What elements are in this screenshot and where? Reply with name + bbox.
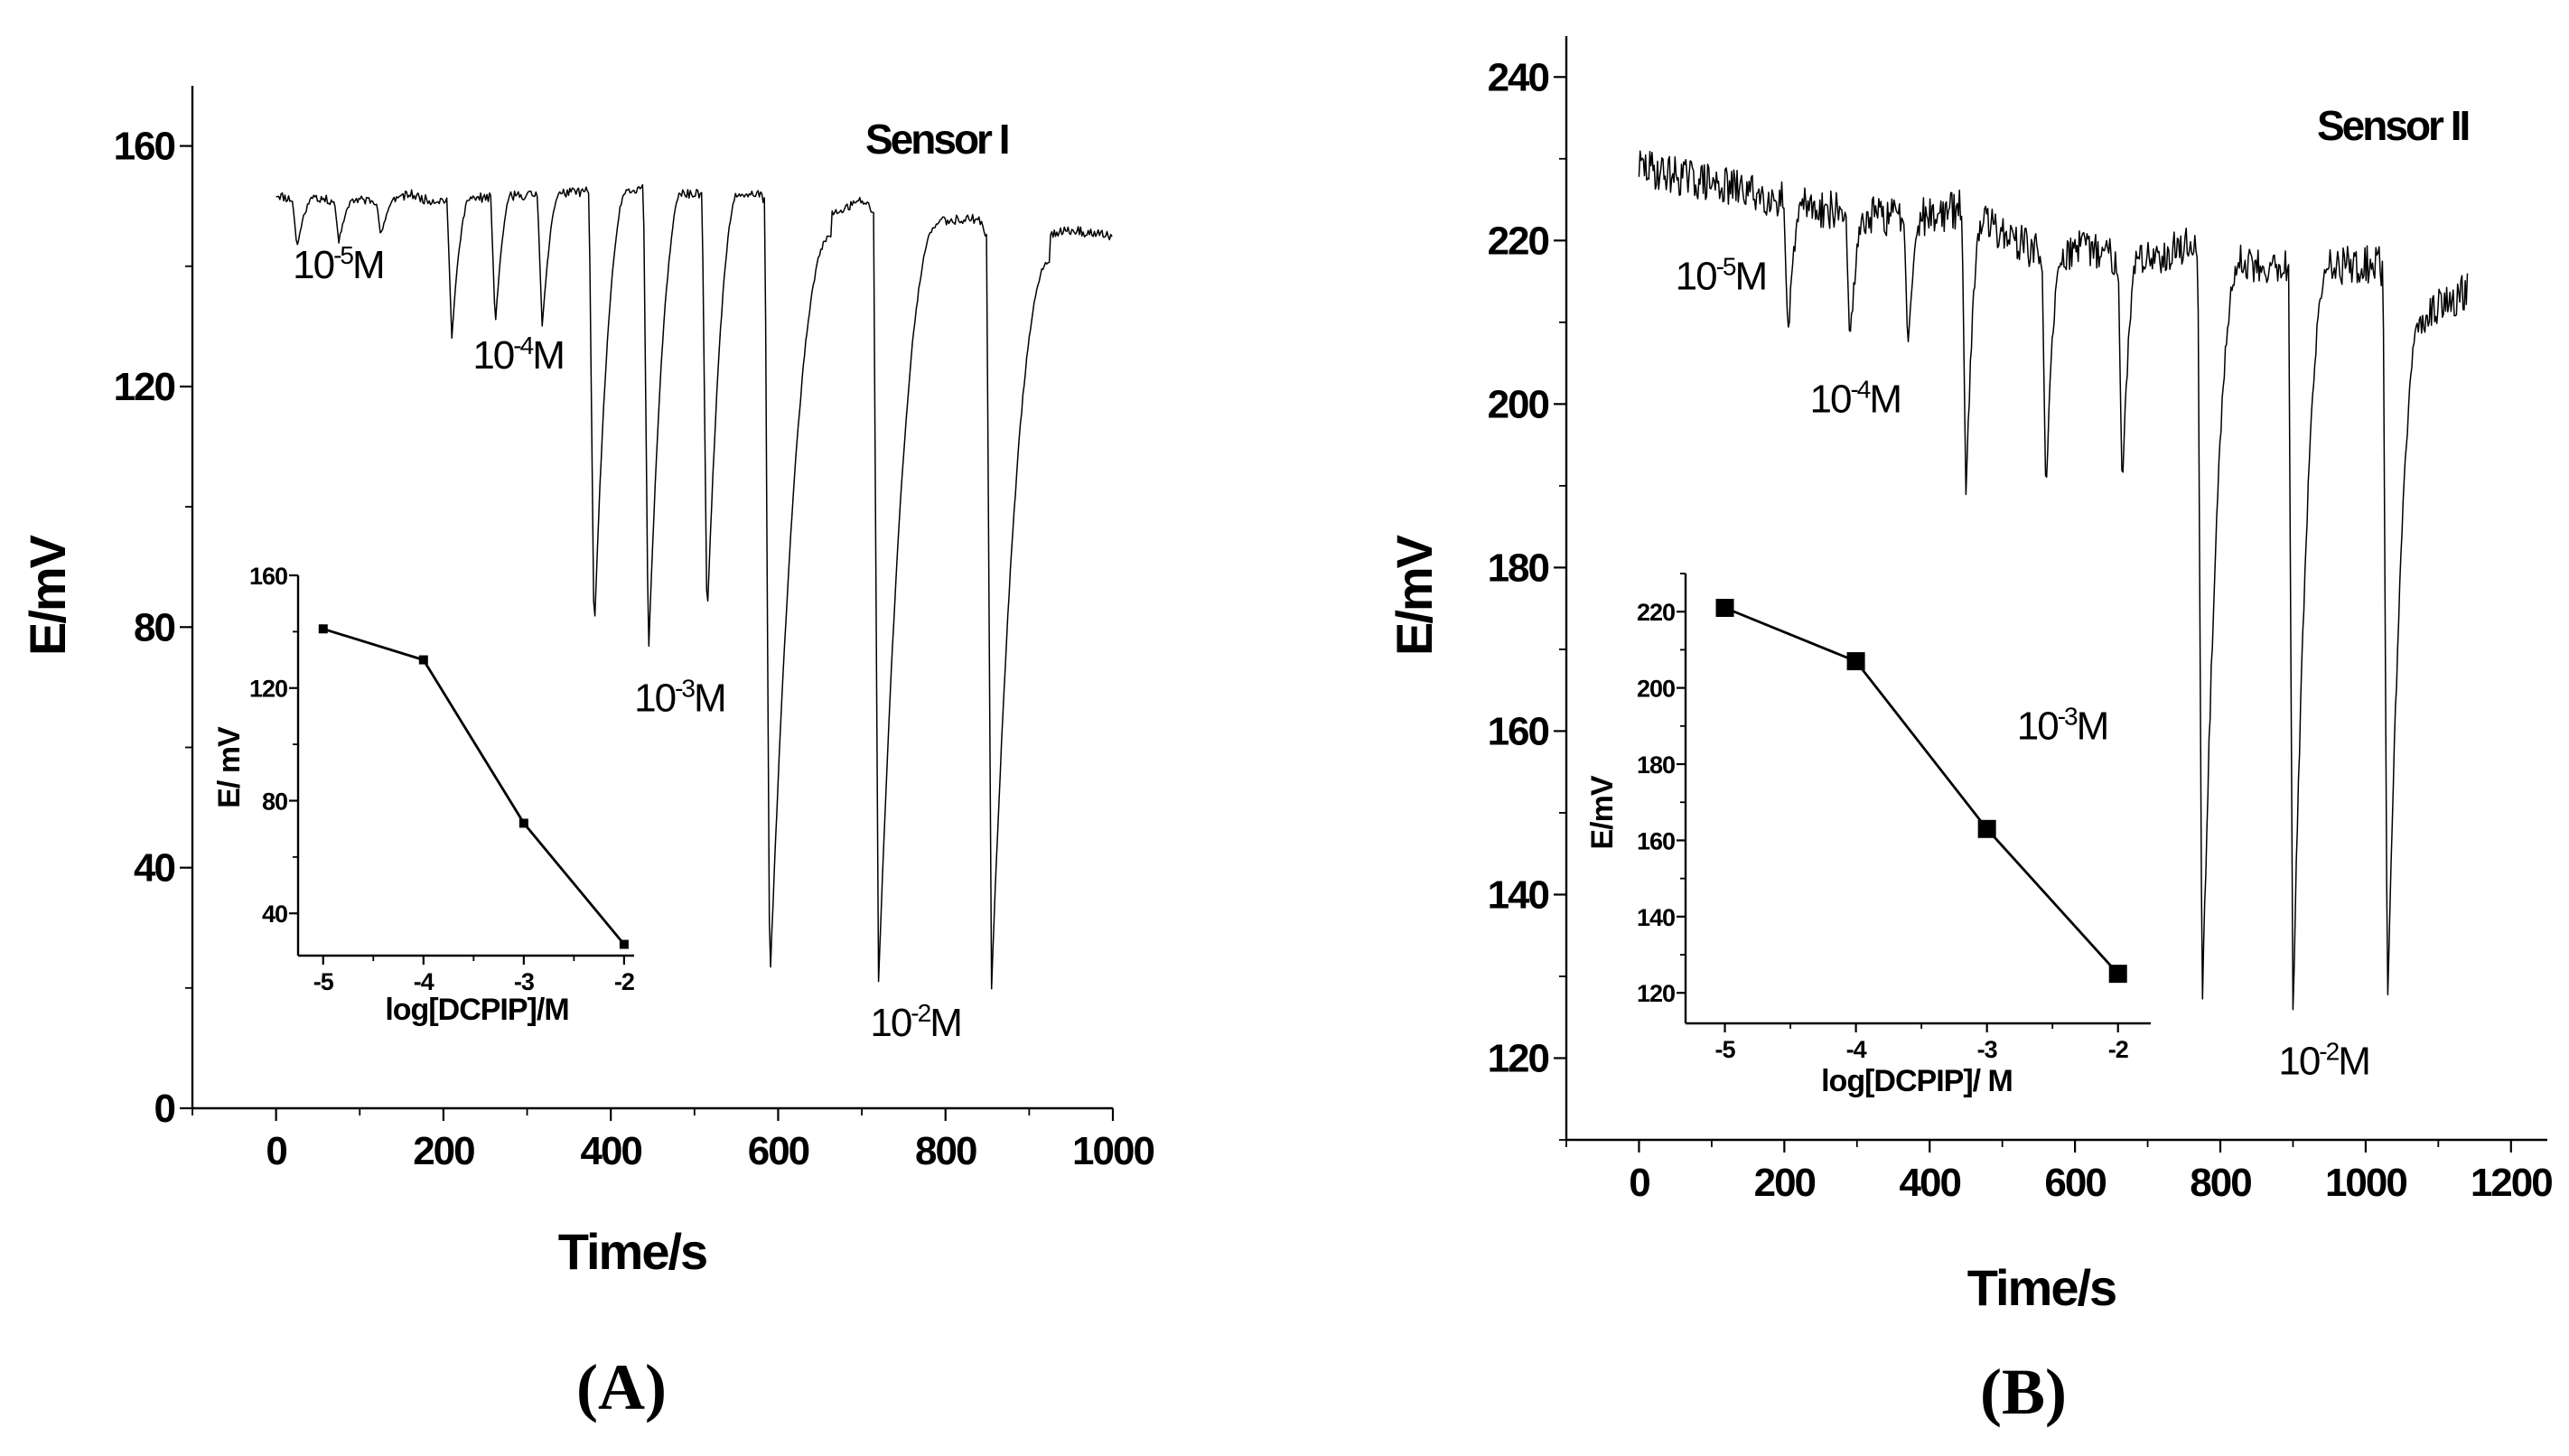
inset-x-axis-label: log[DCPIP]/ M	[1821, 1064, 2013, 1098]
x-axis-label: Time/s	[558, 1223, 706, 1280]
x-tick-label: 600	[748, 1129, 809, 1173]
inset-chart: 40 80 120 160 -5 -4 -3 -2 log[DCPIP]/M E/ mV	[212, 563, 635, 1027]
inset-y-tick-label: 40	[262, 901, 287, 928]
y-tick-label: 180	[1488, 546, 1549, 590]
inset-y-axis-label: E/mV	[1585, 775, 1620, 849]
inset-data-point	[518, 818, 528, 828]
inset-x-tick-label: -5	[1715, 1036, 1736, 1063]
inset-chart: 120 140 160 180 200 220 -5 -4 -3 -2 log[DCPIP]/ M E…	[1585, 573, 2151, 1098]
y-tick-label: 240	[1488, 55, 1549, 99]
inset-x-tick-label: -4	[414, 968, 434, 995]
inset-data-point	[1715, 598, 1734, 617]
inset-data-point	[418, 655, 428, 665]
concentration-label: 10-4M	[1809, 375, 1901, 421]
x-tick-label: 1000	[1072, 1129, 1154, 1173]
inset-y-tick-label: 80	[262, 788, 287, 815]
potential-trace	[276, 183, 1113, 990]
y-tick-label: 120	[1488, 1036, 1549, 1080]
inset-x-tick-label: -5	[313, 968, 334, 995]
x-tick-label: 200	[413, 1129, 474, 1173]
concentration-label: 10-2M	[2278, 1038, 2369, 1084]
inset-data-point	[1846, 652, 1865, 671]
panel-label: (A)	[576, 1351, 667, 1423]
y-tick-label: 200	[1488, 382, 1549, 426]
x-axis-label: Time/s	[1967, 1259, 2116, 1316]
inset-series-line	[322, 627, 625, 946]
concentration-label: 10-3M	[2017, 702, 2108, 748]
inset-y-tick-label: 140	[1637, 904, 1675, 931]
x-tick-label: 0	[266, 1129, 286, 1173]
inset-x-tick-label: -2	[2108, 1036, 2128, 1063]
y-tick-label: 40	[134, 846, 174, 891]
concentration-label: 10-5M	[1676, 253, 1767, 299]
inset-y-tick-label: 220	[1637, 599, 1675, 626]
panel-a: 0 40 80 120 160 0 200 400 600 800 1000 Time/s E/mV Se…	[19, 86, 1155, 1423]
concentration-label: 10-4M	[472, 331, 564, 378]
inset-x-tick-label: -2	[614, 968, 634, 995]
y-tick-label: 0	[154, 1087, 175, 1131]
x-tick-label: 400	[1900, 1161, 1961, 1205]
x-tick-label: 200	[1754, 1161, 1816, 1205]
inset-data-point	[1977, 819, 1996, 838]
x-tick-label: 800	[915, 1129, 976, 1173]
inset-y-tick-label: 180	[1637, 751, 1675, 779]
concentration-label: 10-3M	[634, 675, 725, 721]
concentration-label: 10-5M	[293, 241, 384, 287]
x-tick-label: 0	[1629, 1161, 1649, 1205]
potential-trace	[1638, 150, 2469, 1011]
inset-y-tick-label: 160	[1637, 827, 1675, 854]
x-tick-label: 1000	[2325, 1161, 2406, 1205]
y-tick-label: 80	[134, 605, 174, 649]
inset-data-point	[318, 624, 328, 634]
inset-y-axis-label: E/ mV	[212, 726, 247, 808]
inset-x-tick-label: -4	[1846, 1036, 1867, 1063]
x-tick-label: 1200	[2471, 1161, 2552, 1205]
inset-y-tick-label: 200	[1637, 676, 1675, 703]
y-tick-label: 220	[1488, 219, 1549, 263]
y-tick-label: 160	[1488, 709, 1549, 753]
chart-title: Sensor II	[2317, 102, 2469, 149]
inset-x-axis-label: log[DCPIP]/M	[385, 993, 568, 1027]
inset-x-tick-label: -3	[514, 968, 535, 995]
x-tick-label: 400	[580, 1129, 641, 1173]
inset-series-line	[1724, 606, 2119, 975]
inset-y-tick-label: 120	[1637, 980, 1675, 1007]
inset-x-tick-label: -3	[1977, 1036, 1998, 1063]
y-tick-label: 160	[114, 125, 175, 169]
x-tick-label: 600	[2044, 1161, 2106, 1205]
x-tick-label: 800	[2190, 1161, 2251, 1205]
y-axis-label: E/mV	[1386, 535, 1443, 656]
chart-title: Sensor I	[865, 116, 1008, 163]
inset-y-tick-label: 160	[249, 563, 287, 590]
inset-data-point	[2108, 965, 2127, 984]
y-tick-label: 120	[114, 365, 175, 409]
y-axis-label: E/mV	[19, 535, 76, 656]
inset-data-point	[619, 939, 629, 949]
concentration-label: 10-2M	[870, 999, 961, 1045]
panel-label: (B)	[1980, 1356, 2067, 1428]
panel-b: 120 140 160 180 200 220 240 0 200 400 600 800 1000 12…	[1386, 36, 2554, 1428]
inset-y-tick-label: 120	[249, 676, 287, 703]
y-tick-label: 140	[1488, 873, 1549, 917]
